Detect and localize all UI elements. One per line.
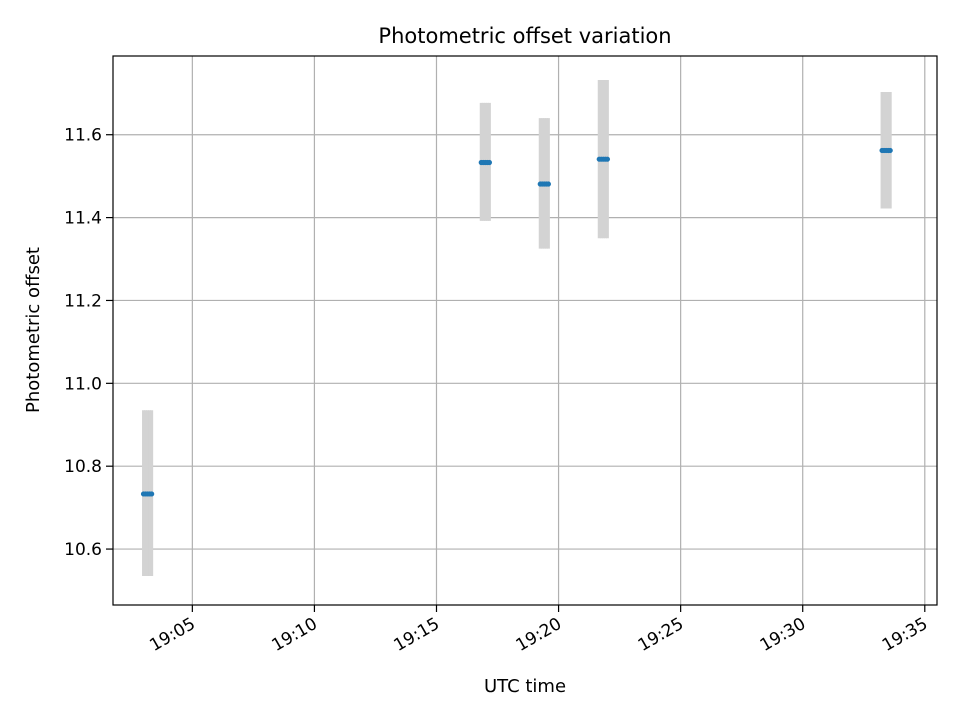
y-tick-label: 11.2: [64, 291, 102, 311]
data-point: [486, 159, 492, 166]
grid: [113, 56, 937, 605]
x-axis-label: UTC time: [484, 676, 566, 697]
y-tick-label: 10.8: [64, 457, 102, 477]
y-tick-label: 11.6: [64, 126, 102, 146]
y-axis-label: Photometric offset: [23, 247, 44, 413]
y-tick-label: 11.4: [64, 209, 102, 229]
chart-title: Photometric offset variation: [378, 24, 671, 48]
y-axis: 10.6 10.8 11.0 11.2 11.4 11.6: [64, 126, 113, 560]
y-tick-label: 10.6: [64, 540, 102, 560]
y-tick-label: 11.0: [64, 374, 102, 394]
data-point: [887, 147, 893, 154]
data-point: [604, 156, 611, 162]
data-point: [545, 181, 551, 187]
data-point: [149, 491, 155, 497]
plot-frame: [112, 55, 938, 606]
data-points: [140, 147, 893, 497]
